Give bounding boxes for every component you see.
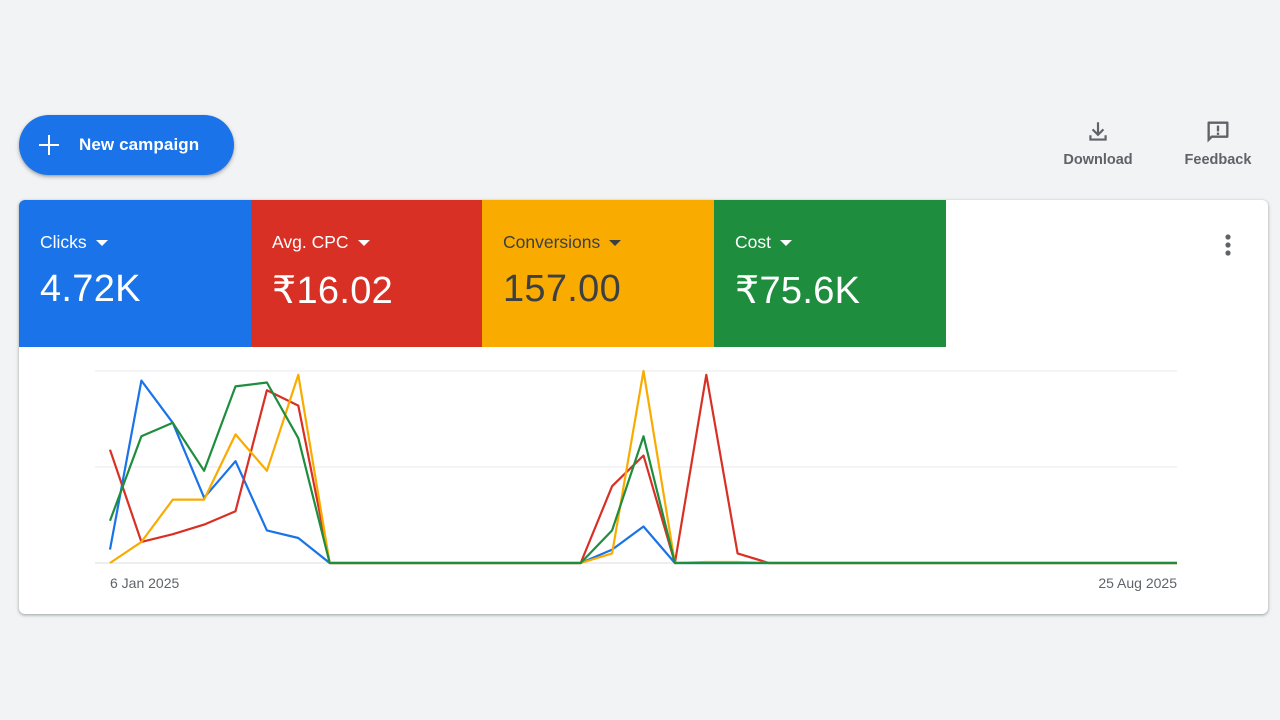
metric-name: Avg. CPC	[272, 232, 349, 252]
metric-value: ₹75.6K	[735, 270, 861, 312]
metric-name-wrap: Conversions	[503, 232, 714, 253]
more-vert-icon	[1225, 233, 1231, 261]
dropdown-arrow-icon[interactable]	[609, 239, 622, 247]
metric-card-avg-cpc[interactable]: Avg. CPC ₹16.02	[251, 200, 483, 347]
metric-name: Conversions	[503, 232, 601, 252]
performance-card: Clicks 4.72K Avg. CPC ₹16.02 Conversions…	[19, 200, 1268, 614]
metric-card-cost[interactable]: Cost ₹75.6K	[714, 200, 946, 347]
series-line-clicks	[108, 379, 1177, 565]
more-options-button[interactable]	[1213, 232, 1243, 262]
performance-chart[interactable]: 6 Jan 2025 25 Aug 2025	[19, 347, 1268, 614]
dropdown-arrow-icon[interactable]	[95, 239, 108, 247]
plus-icon	[37, 133, 61, 157]
metric-name-wrap: Clicks	[40, 232, 251, 253]
new-campaign-label: New campaign	[79, 135, 200, 154]
x-axis-start-label: 6 Jan 2025	[110, 575, 179, 591]
feedback-button[interactable]: Feedback	[1178, 118, 1258, 168]
metric-card-conversions[interactable]: Conversions 157.00	[482, 200, 714, 347]
metric-card-clicks[interactable]: Clicks 4.72K	[19, 200, 251, 347]
dropdown-arrow-icon[interactable]	[357, 239, 370, 247]
metric-value: 157.00	[503, 268, 622, 310]
x-axis-end-label: 25 Aug 2025	[1098, 575, 1177, 591]
metric-name-wrap: Cost	[735, 232, 946, 253]
chart-series	[108, 369, 1177, 565]
download-button[interactable]: Download	[1058, 118, 1138, 168]
metric-value: ₹16.02	[272, 270, 394, 312]
feedback-icon	[1204, 118, 1232, 146]
chart-grid	[95, 370, 1177, 564]
download-icon	[1084, 118, 1112, 146]
new-campaign-button[interactable]: New campaign	[19, 115, 234, 175]
download-label: Download	[1063, 152, 1133, 168]
feedback-label: Feedback	[1184, 152, 1252, 168]
series-line-cost	[108, 381, 1177, 565]
series-line-avg-cpc	[108, 373, 1177, 565]
metric-name-wrap: Avg. CPC	[272, 232, 483, 253]
metric-name: Cost	[735, 232, 771, 252]
metric-name: Clicks	[40, 232, 87, 252]
metric-value: 4.72K	[40, 268, 141, 310]
dropdown-arrow-icon[interactable]	[779, 239, 792, 247]
